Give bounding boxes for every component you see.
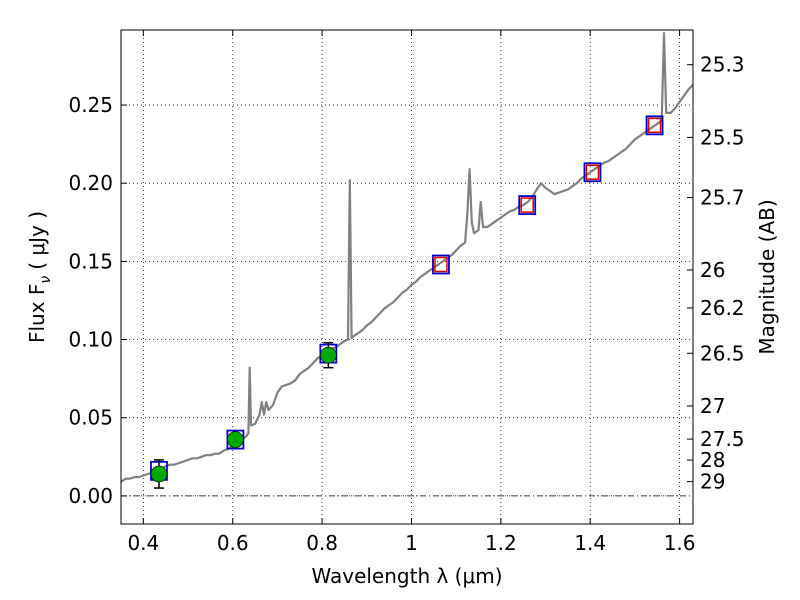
x-tick-label: 1.4 [574,531,606,555]
y2-axis-label: Magnitude (AB) [755,199,779,354]
mag-tick-label: 28 [700,448,725,472]
observed-point-layer [150,341,337,489]
mag-tick-label: 25.5 [700,125,745,149]
y-tick-label: 0.25 [68,93,113,117]
mag-tick-label: 26.5 [700,341,745,365]
model-box [645,115,664,136]
observed-point [150,465,168,483]
spectrum-layer [121,31,693,483]
x-axis-label: Wavelength λ (μm) [311,564,502,588]
upper-box [585,164,600,181]
model-box-layer [150,115,664,481]
y-axis-label-sub: ν [38,276,54,284]
x-tick-label: 1.6 [664,531,696,555]
upper-box [520,197,534,213]
y-axis-label: Flux Fν ( μJy ) [25,211,54,343]
mag-tick-label: 27.5 [700,427,745,451]
y-tick-label: 0.20 [68,171,113,195]
x-tick-label: 0.6 [217,531,249,555]
model-box [432,254,450,275]
y-tick-label: 0.10 [68,328,113,352]
mag-tick-label: 29 [700,470,725,494]
model-box [583,162,602,183]
mag-tick-label: 27 [700,394,725,418]
x-tick-label: 1.2 [485,531,517,555]
y-tick-label: 0.00 [68,484,113,508]
mag-tick-label: 25.7 [700,186,745,210]
y-axis-label-main: Flux F [25,284,49,343]
y-tick-label: 0.05 [68,406,113,430]
model-box [518,195,537,215]
mag-tick-label: 26.2 [700,296,745,320]
ticks: 0.4 0.6 0.8 1 1.2 1.4 1.6 0.00 0.05 0.10 0.15 0.20 0… [68,30,745,555]
y-tick-label: 0.15 [68,249,113,273]
mag-tick-label: 26 [700,258,725,282]
x-tick-label: 1 [405,531,418,555]
y-axis-label-unit: ( μJy ) [25,211,49,270]
grid [121,30,693,524]
plot-frame [120,29,694,525]
x-tick-label: 0.8 [306,531,338,555]
x-tick-label: 0.4 [127,531,159,555]
observed-point [227,431,244,448]
observed-point [320,346,337,364]
spectrum-line [121,31,693,483]
upper-box [434,256,448,273]
upper-box [647,117,662,134]
mag-tick-label: 25.3 [700,53,745,77]
